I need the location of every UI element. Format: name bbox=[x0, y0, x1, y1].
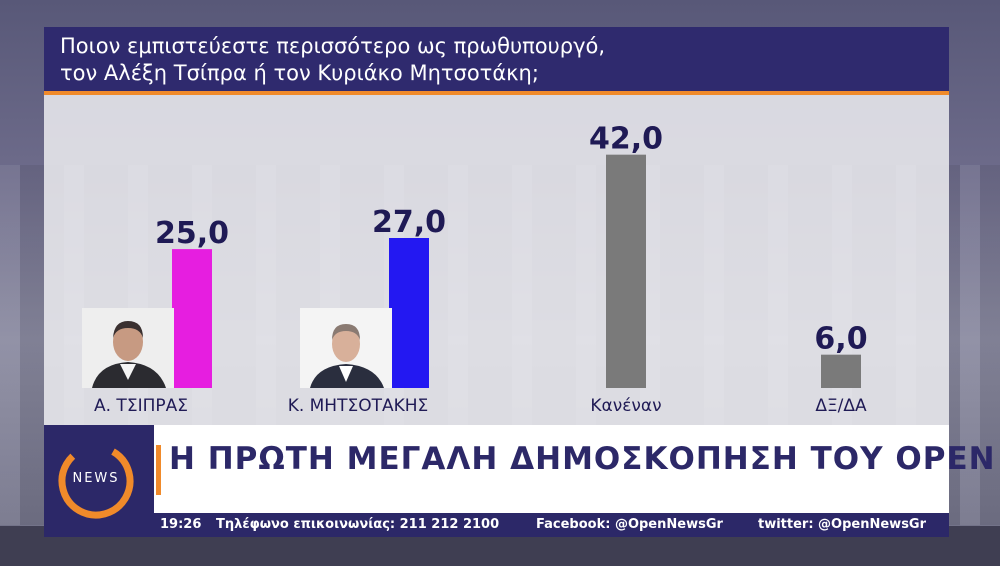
chart-title-line-1: Ποιον εμπιστεύεστε περισσότερο ως πρωθυπ… bbox=[60, 34, 606, 58]
ticker-phone: Τηλέφωνο επικοινωνίας: 211 212 2100 bbox=[216, 517, 500, 532]
person-photo-tsipras bbox=[82, 308, 174, 388]
headline-banner: NEWS Η ΠΡΩΤΗ ΜΕΓΑΛΗ ΔΗΜΟΣΚΟΠΗΣΗ ΤΟΥ OPEN bbox=[44, 425, 995, 537]
value-label-2: 27,0 bbox=[372, 205, 446, 240]
chart-title: Ποιον εμπιστεύεστε περισσότερο ως πρωθυπ… bbox=[60, 33, 605, 87]
chart-panel: 25,0 Α. ΤΣΙΠΡΑΣ 27,0 Κ. ΜΗΤΣΟΤΑΚΗΣ 42,0 Κανέν… bbox=[44, 95, 949, 425]
headline-accent-bar bbox=[156, 445, 161, 495]
chart-title-line-2: τον Αλέξη Τσίπρα ή τον Κυριάκο Μητσοτάκη… bbox=[60, 61, 539, 85]
ticker-twitter: twitter: @OpenNewsGr bbox=[758, 517, 927, 532]
open-news-logo-icon: NEWS bbox=[44, 425, 154, 537]
value-label-3: 42,0 bbox=[589, 122, 663, 157]
headline-text: Η ΠΡΩΤΗ ΜΕΓΑΛΗ ΔΗΜΟΣΚΟΠΗΣΗ ΤΟΥ OPEN bbox=[169, 441, 996, 477]
person-icon bbox=[82, 308, 174, 388]
value-label-1: 25,0 bbox=[155, 216, 229, 251]
logo-ring-icon bbox=[58, 443, 134, 519]
bar-chart: 25,0 Α. ΤΣΙΠΡΑΣ 27,0 Κ. ΜΗΤΣΟΤΑΚΗΣ 42,0 Κανέν… bbox=[94, 122, 868, 416]
ticker-bar: 19:26 Τηλέφωνο επικοινωνίας: 211 212 210… bbox=[154, 513, 949, 537]
value-label-4: 6,0 bbox=[814, 322, 867, 357]
person-icon bbox=[300, 308, 392, 388]
logo-text: NEWS bbox=[72, 471, 120, 486]
category-label-1: Α. ΤΣΙΠΡΑΣ bbox=[94, 396, 188, 416]
bar-4 bbox=[821, 354, 861, 388]
bar-1 bbox=[172, 249, 212, 388]
person-photo-mitsotakis bbox=[300, 308, 392, 388]
ticker-facebook: Facebook: @OpenNewsGr bbox=[536, 517, 723, 532]
title-panel: Ποιον εμπιστεύεστε περισσότερο ως πρωθυπ… bbox=[44, 27, 949, 95]
ticker-time: 19:26 bbox=[160, 517, 202, 532]
bar-2 bbox=[389, 238, 429, 388]
category-label-2: Κ. ΜΗΤΣΟΤΑΚΗΣ bbox=[288, 396, 429, 416]
category-label-4: ΔΞ/ΔΑ bbox=[815, 396, 867, 416]
bar-3 bbox=[606, 154, 646, 388]
category-label-3: Κανέναν bbox=[590, 396, 661, 416]
